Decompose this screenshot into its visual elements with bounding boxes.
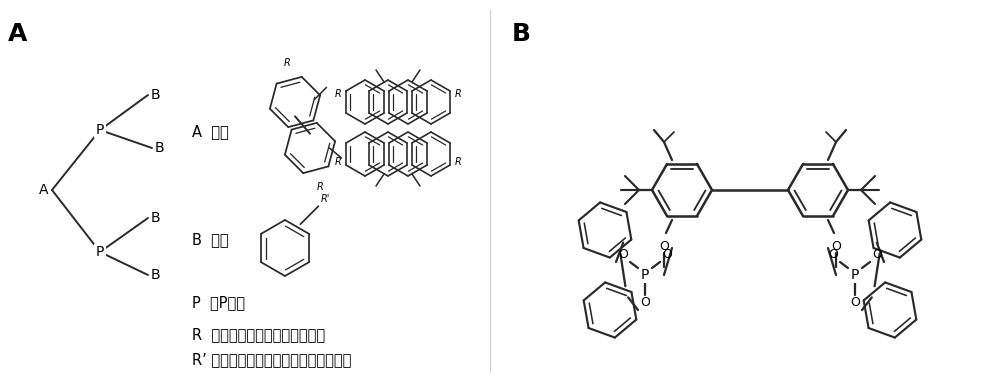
Text: O: O [640,296,650,309]
Text: R: R [334,157,341,167]
Text: O: O [618,249,628,262]
Text: A: A [38,183,48,197]
Text: R: R [455,89,462,99]
Text: O: O [828,249,838,262]
Text: R': R' [320,194,330,204]
Text: P: P [851,268,859,282]
Text: O: O [662,249,672,262]
Text: P: P [641,268,649,282]
Text: O: O [831,241,841,254]
Text: B: B [155,141,165,155]
Text: R  代表乙烯基、氢原子或甲氧基: R 代表乙烯基、氢原子或甲氧基 [192,327,325,343]
Text: B  代表: B 代表 [192,233,229,248]
Text: B: B [512,22,531,46]
Text: O: O [850,296,860,309]
Text: A: A [8,22,27,46]
Text: A  代表: A 代表 [192,125,229,139]
Text: R: R [284,58,290,68]
Text: R: R [334,89,341,99]
Text: B: B [151,88,161,102]
Text: O: O [659,241,669,254]
Text: B: B [151,268,161,282]
Text: P: P [96,123,104,137]
Text: O: O [872,249,882,262]
Text: R’ 代表氢原子、甲基、甲氧基或乙烯基: R’ 代表氢原子、甲基、甲氧基或乙烯基 [192,353,351,367]
Text: P: P [96,245,104,259]
Text: P  为P原子: P 为P原子 [192,296,245,311]
Text: R: R [317,182,323,192]
Text: B: B [151,211,161,225]
Text: R: R [455,157,462,167]
